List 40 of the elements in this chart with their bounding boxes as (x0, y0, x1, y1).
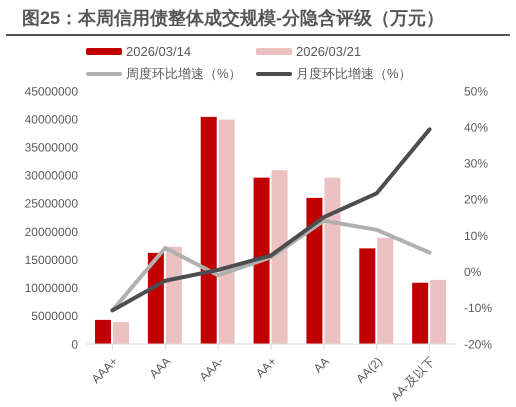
y-tick-label: 10000000 (24, 281, 78, 296)
bar (254, 178, 270, 344)
bar (430, 280, 446, 344)
y-tick-label: 25000000 (24, 196, 78, 211)
y-tick-label: 20000000 (24, 224, 78, 239)
bar (324, 178, 340, 344)
x-tick-label: AA (310, 354, 332, 376)
y-tick-label: 0 (71, 337, 78, 352)
legend-label: 2026/03/14 (126, 44, 192, 59)
bar (166, 246, 182, 344)
x-tick-label: AA+ (252, 354, 280, 380)
bar (412, 282, 428, 344)
line-series (110, 127, 432, 312)
bar (359, 248, 376, 344)
legend-label: 2026/03/21 (296, 44, 362, 59)
y-tick-label: 15000000 (24, 252, 78, 267)
y2-tick-label: 0% (464, 264, 482, 279)
chart-title: 图25：本周信用债整体成交规模-分隐含评级（万元） (6, 0, 510, 36)
legend-label: 月度环比增速（%） (296, 65, 412, 83)
y-tick-label: 35000000 (24, 140, 78, 154)
legend-label: 周度环比增速（%） (126, 65, 242, 83)
bar (113, 322, 129, 344)
bar (377, 238, 394, 344)
y2-tick-label: -10% (464, 301, 492, 316)
bar (272, 170, 288, 344)
y-tick-label: 30000000 (24, 168, 78, 183)
y2-tick-label: 10% (464, 228, 488, 243)
y-tick-label: 45000000 (24, 84, 78, 98)
bar (200, 116, 217, 344)
y2-tick-label: 50% (464, 84, 488, 98)
y2-tick-label: -20% (464, 337, 492, 352)
bar (218, 120, 235, 344)
y2-tick-label: 40% (464, 120, 488, 134)
y-tick-label: 40000000 (24, 112, 78, 126)
x-tick-label: AA-及以下 (388, 354, 438, 404)
y2-tick-label: 30% (464, 156, 488, 171)
bar (95, 320, 111, 344)
y-tick-label: 5000000 (31, 309, 78, 324)
bar (306, 198, 322, 344)
y2-tick-label: 20% (464, 192, 488, 207)
